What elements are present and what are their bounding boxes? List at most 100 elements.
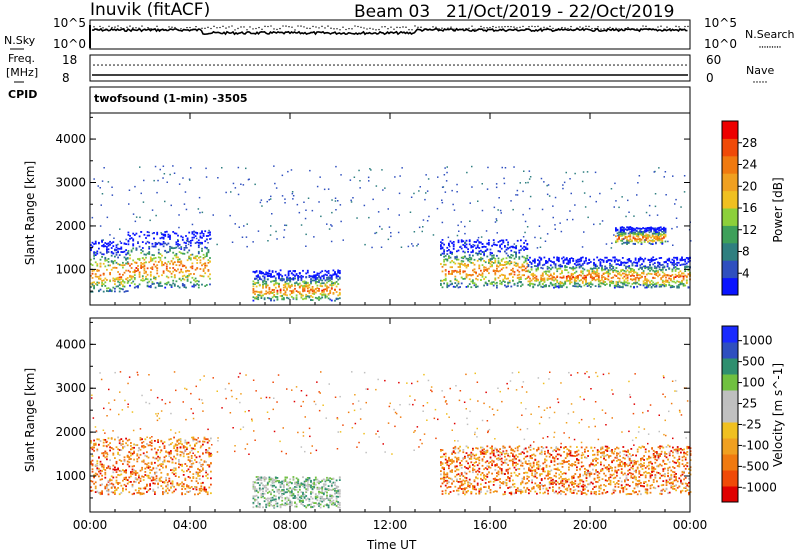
power-echo-pixel [513, 271, 516, 273]
power-echo-pixel [282, 298, 285, 301]
power-echo-pixel [621, 261, 624, 264]
velocity-echo-pixel [165, 479, 167, 482]
velocity-echo-pixel [118, 482, 121, 484]
velocity-echo-pixel [96, 473, 99, 476]
power-echo-pixel [612, 282, 615, 285]
power-echo-pixel [644, 283, 647, 286]
power-echo-pixel [510, 245, 513, 248]
power-echo-pixel [612, 276, 615, 279]
velocity-echo-pixel [184, 479, 187, 481]
velocity-echo-pixel [152, 488, 155, 491]
power-echo-pixel [314, 277, 317, 280]
power-echo-pixel [575, 270, 578, 273]
power-echo-pixel [135, 232, 138, 235]
nave-dot [569, 64, 571, 66]
nsearch-dot [639, 29, 641, 31]
power-echo-pixel [666, 265, 669, 268]
power-echo-pixel [165, 263, 168, 266]
power-echo-pixel [141, 275, 144, 278]
velocity-echo-pixel [184, 488, 187, 490]
power-echo-pixel [586, 285, 589, 287]
nave-dot [277, 64, 279, 66]
velocity-echo-pixel [147, 465, 150, 468]
power-echo-pixel [465, 264, 468, 267]
power-echo-pixel [197, 239, 200, 242]
power-echo-pixel [462, 256, 465, 258]
power-echo-pixel [500, 239, 503, 242]
power-echo-pixel [591, 269, 594, 272]
power-echo-pixel [286, 282, 288, 285]
power-echo-pixel [308, 292, 311, 294]
power-echo-pixel [530, 273, 533, 276]
power-echo-pixel [126, 290, 129, 292]
nsearch-dot [225, 27, 227, 29]
velocity-echo-pixel [139, 453, 142, 456]
power-echo-pixel [572, 267, 575, 270]
power-echo-pixel [290, 295, 293, 298]
power-echo-pixel [658, 274, 661, 276]
velocity-echo-pixel [99, 484, 102, 487]
velocity-echo-pixel [208, 447, 211, 450]
power-echo-pixel [137, 286, 139, 289]
power-echo-pixel [626, 277, 629, 280]
power-echo-pixel [149, 256, 152, 259]
power-echo-pixel [454, 262, 457, 265]
power-echo-pixel [629, 275, 632, 277]
power-echo-pixel [631, 270, 634, 272]
power-echo-pixel [559, 280, 562, 283]
power-scatter-pixel [173, 172, 176, 174]
power-echo-pixel [297, 279, 300, 281]
power-echo-pixel [199, 232, 202, 235]
velocity-echo-pixel [106, 452, 108, 454]
power-echo-pixel [645, 286, 648, 289]
velocity-echo-pixel [252, 495, 255, 498]
velocity-echo-pixel [123, 477, 126, 479]
nsearch-dot [135, 27, 137, 29]
power-scatter-pixel [601, 220, 604, 222]
power-echo-pixel [137, 285, 139, 288]
nave-dot [537, 64, 539, 66]
power-scatter-pixel [190, 167, 192, 169]
power-echo-pixel [497, 257, 500, 260]
power-echo-pixel [673, 280, 675, 283]
power-echo-pixel [319, 297, 322, 300]
power-echo-pixel [313, 279, 316, 282]
power-echo-pixel [132, 239, 135, 242]
power-scatter-pixel [257, 230, 260, 232]
power-echo-pixel [122, 273, 124, 276]
power-scatter-pixel [273, 165, 275, 167]
velocity-echo-pixel [182, 451, 185, 454]
power-echo-pixel [682, 275, 685, 278]
power-scatter-pixel [139, 216, 141, 219]
velocity-echo-pixel [154, 447, 156, 450]
power-echo-pixel [196, 259, 199, 261]
power-scatter-pixel [283, 236, 285, 239]
power-echo-pixel [602, 276, 605, 278]
power-scatter-pixel [349, 179, 352, 181]
power-scatter-pixel [387, 208, 389, 210]
power-echo-pixel [540, 258, 543, 261]
velocity-echo-pixel [162, 481, 164, 484]
power-echo-pixel [289, 277, 292, 279]
power-echo-pixel [632, 227, 635, 230]
power-echo-pixel [270, 291, 272, 293]
power-echo-pixel [627, 232, 630, 235]
power-echo-pixel [157, 283, 160, 286]
power-echo-pixel [644, 281, 647, 284]
power-scatter-pixel [503, 182, 506, 185]
power-scatter-pixel [162, 165, 165, 167]
power-echo-pixel [553, 279, 555, 282]
power-echo-pixel [115, 267, 118, 269]
power-scatter-pixel [627, 199, 629, 202]
velocity-echo-pixel [208, 486, 211, 489]
power-echo-pixel [199, 241, 202, 244]
power-echo-pixel [578, 279, 581, 282]
power-echo-pixel [472, 280, 474, 283]
power-echo-pixel [129, 254, 131, 257]
power-echo-pixel [109, 264, 111, 267]
power-echo-pixel [278, 277, 280, 280]
velocity-echo-pixel [154, 491, 156, 493]
power-echo-pixel [470, 245, 473, 247]
power-echo-pixel [486, 268, 489, 271]
velocity-echo-pixel [136, 454, 139, 457]
